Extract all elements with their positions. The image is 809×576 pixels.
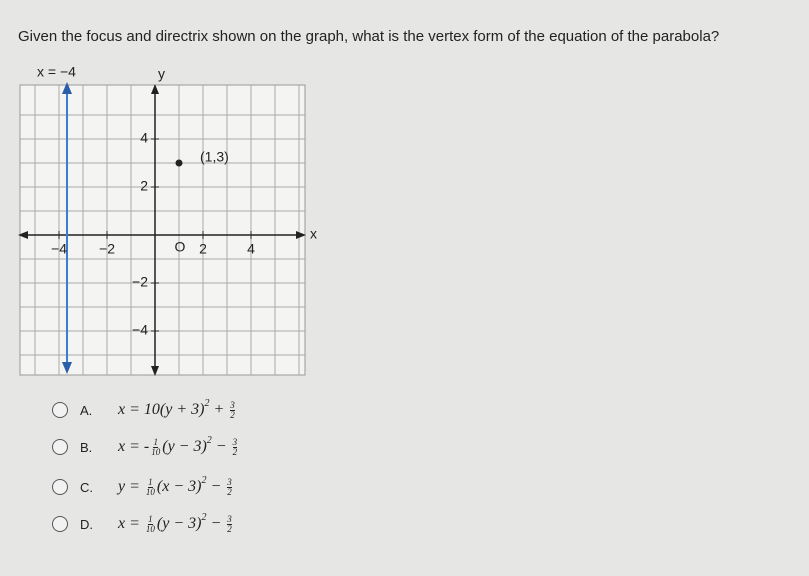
denominator: 10 (151, 446, 161, 457)
option-letter: C. (80, 479, 93, 495)
denominator: 10 (145, 486, 155, 497)
exponent: 2 (204, 397, 210, 409)
focus-point (175, 159, 183, 167)
denominator: 2 (227, 486, 232, 497)
focus-label: (1,3) (200, 149, 229, 165)
y-arrow (151, 84, 159, 94)
y-axis-label: y (158, 66, 165, 82)
fraction: 1 10 (151, 436, 161, 457)
denominator: 2 (227, 523, 232, 534)
numerator: 3 (227, 513, 232, 525)
y-tick-label: −4 (132, 322, 148, 338)
numerator: 1 (148, 476, 153, 488)
denominator: 10 (145, 523, 155, 534)
directrix-arrow (62, 362, 72, 374)
numerator: 3 (227, 476, 232, 488)
fraction: 1 10 (145, 513, 155, 534)
numerator: 3 (230, 399, 235, 411)
option-letter: D. (80, 516, 93, 532)
equation-text: − (206, 515, 226, 532)
denominator: 2 (230, 409, 235, 420)
x-axis-label: x (310, 226, 317, 242)
x-tick-label: 4 (247, 241, 255, 257)
y-tick-label: 4 (140, 130, 148, 146)
radio-button[interactable] (52, 516, 68, 532)
exponent: 2 (206, 434, 212, 446)
equation-text: − (211, 438, 231, 455)
radio-button[interactable] (52, 402, 68, 418)
directrix-arrow (62, 82, 72, 94)
x-arrow (18, 231, 28, 239)
equation-text: y = (118, 478, 144, 495)
fraction: 1 10 (145, 476, 155, 497)
x-tick-label: −4 (51, 241, 67, 257)
radio-button[interactable] (52, 479, 68, 495)
equation-text: (y − 3) (156, 515, 202, 532)
numerator: 1 (148, 513, 153, 525)
y-arrow (151, 366, 159, 376)
equation-text: x = (118, 515, 144, 532)
radio-button[interactable] (52, 439, 68, 455)
equation-text: x = - (118, 438, 150, 455)
directrix-label: x = −4 (37, 64, 76, 80)
option-letter: A. (80, 402, 93, 418)
origin-label: O (175, 239, 186, 255)
x-tick-label: −2 (99, 241, 115, 257)
y-tick-label: 2 (140, 178, 148, 194)
exponent: 2 (201, 511, 207, 523)
y-tick-label: −2 (132, 274, 148, 290)
equation-text: + (209, 401, 229, 418)
denominator: 2 (232, 446, 238, 457)
numerator: 3 (232, 436, 238, 448)
exponent: 2 (201, 474, 207, 486)
option-letter: B. (80, 439, 93, 455)
equation-text: − (206, 478, 226, 495)
equation-text: (y − 3) (162, 438, 207, 455)
numerator: 1 (153, 436, 158, 448)
x-tick-label: 2 (199, 241, 207, 257)
equation-text: x = 10(y + 3) (118, 401, 205, 418)
x-arrow (296, 231, 306, 239)
equation-text: (x − 3) (156, 478, 202, 495)
question: Given the focus and directrix shown on t… (18, 28, 720, 45)
